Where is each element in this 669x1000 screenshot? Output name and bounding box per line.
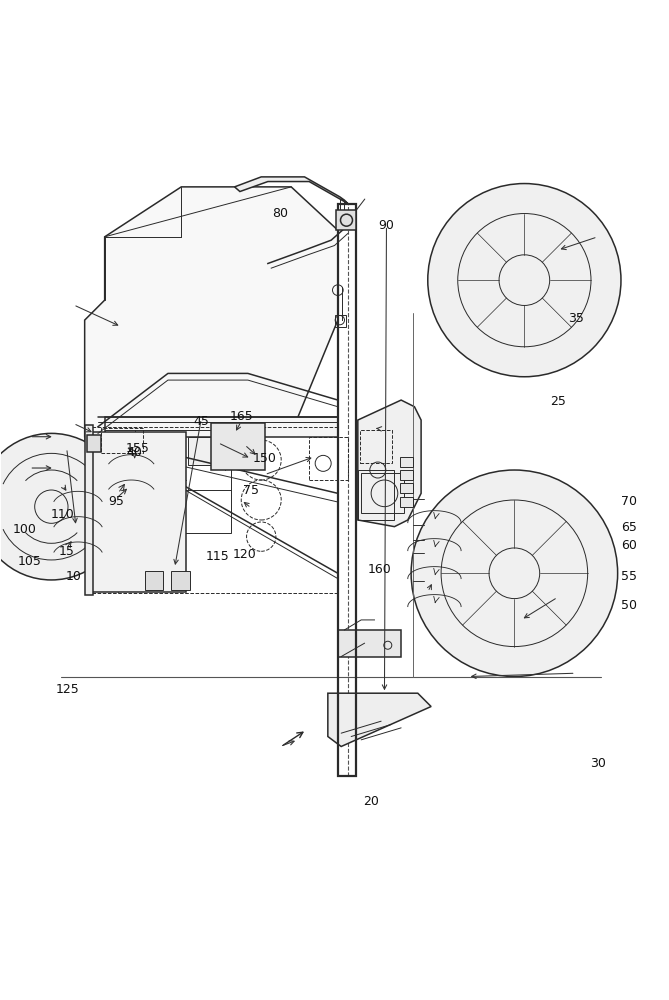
Text: 40: 40 xyxy=(126,446,142,459)
Polygon shape xyxy=(85,187,338,437)
Bar xyxy=(400,457,413,467)
Text: 30: 30 xyxy=(589,757,605,770)
Circle shape xyxy=(427,184,621,377)
Text: 95: 95 xyxy=(108,495,124,508)
Text: 70: 70 xyxy=(621,495,637,508)
Bar xyxy=(360,430,392,463)
Text: 65: 65 xyxy=(621,521,637,534)
Text: 150: 150 xyxy=(253,452,276,465)
Bar xyxy=(87,435,101,452)
Text: 60: 60 xyxy=(621,539,637,552)
Text: 75: 75 xyxy=(244,484,259,497)
Text: 105: 105 xyxy=(17,555,41,568)
Text: 165: 165 xyxy=(229,410,253,423)
Bar xyxy=(334,315,347,327)
Text: 125: 125 xyxy=(56,683,80,696)
Bar xyxy=(90,432,186,592)
Text: 20: 20 xyxy=(363,795,379,808)
Bar xyxy=(400,497,413,507)
Bar xyxy=(309,437,348,480)
Text: 55: 55 xyxy=(621,570,637,583)
Bar xyxy=(171,571,190,590)
Bar xyxy=(338,204,357,776)
Bar xyxy=(400,483,413,493)
Bar xyxy=(336,210,356,230)
Text: 110: 110 xyxy=(51,508,74,521)
Bar xyxy=(188,437,231,465)
Text: 15: 15 xyxy=(59,545,75,558)
Text: 160: 160 xyxy=(368,563,391,576)
Text: 115: 115 xyxy=(206,550,229,563)
Text: 155: 155 xyxy=(126,442,150,455)
Text: 90: 90 xyxy=(379,219,395,232)
Text: 120: 120 xyxy=(233,548,256,561)
Text: 10: 10 xyxy=(66,570,81,583)
Polygon shape xyxy=(235,177,348,204)
Text: 35: 35 xyxy=(568,312,583,325)
Bar xyxy=(145,571,163,590)
Bar xyxy=(358,470,395,520)
Bar xyxy=(211,423,264,470)
Bar xyxy=(361,473,405,513)
Bar xyxy=(85,425,93,595)
Text: 25: 25 xyxy=(550,395,565,408)
Text: 80: 80 xyxy=(272,207,288,220)
Circle shape xyxy=(411,470,617,677)
Bar xyxy=(400,470,413,480)
Polygon shape xyxy=(85,417,338,540)
Bar xyxy=(104,430,231,533)
Bar xyxy=(101,428,142,453)
Circle shape xyxy=(0,433,124,580)
Text: 45: 45 xyxy=(193,415,209,428)
Polygon shape xyxy=(358,400,421,527)
Bar xyxy=(338,630,401,657)
Text: 100: 100 xyxy=(13,523,37,536)
Text: 50: 50 xyxy=(621,599,637,612)
Polygon shape xyxy=(328,693,431,747)
